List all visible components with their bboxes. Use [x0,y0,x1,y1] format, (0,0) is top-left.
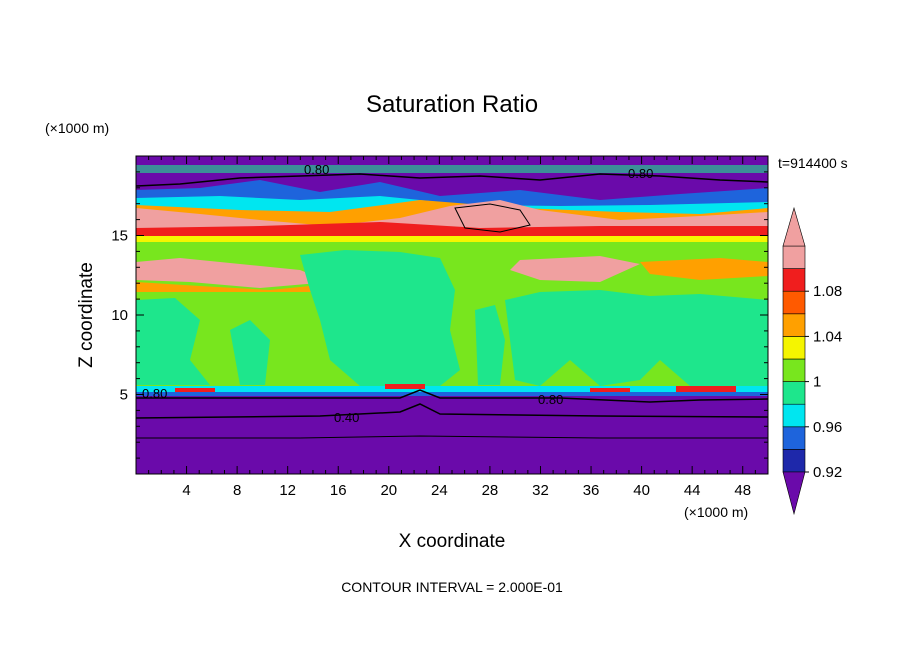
x-tick-label: 44 [684,482,701,499]
green-region-right [505,290,768,386]
y-axis-label: Z coordinate [76,262,97,368]
contour-label: 0.80 [142,386,167,401]
upper-yellow-streak [136,236,768,242]
y-axis-ticks: 5 10 15 [111,171,768,459]
contour-label: 0.40 [334,410,359,425]
upper-cyan-streak [136,165,768,173]
x-tick-label: 16 [330,482,347,499]
x-tick-label: 28 [482,482,499,499]
green-region-left [136,298,210,385]
mid-pink-band [136,258,330,288]
green-finger-1 [230,320,270,385]
y-axis-unit: (×1000 m) [45,120,109,136]
x-tick-label: 36 [583,482,600,499]
upper-red-streaks [136,222,768,236]
right-pink-patch [510,256,640,282]
colorbar-band [782,449,806,473]
y-tick-label: 10 [111,307,128,324]
lower-red-streak-4 [676,386,736,392]
colorbar-tick-label: 1 [813,374,821,391]
contour-interval-footer: CONTOUR INTERVAL = 2.000E-01 [341,579,563,595]
plot-area [136,156,768,474]
x-tick-label: 48 [734,482,751,499]
contour-label: 0.80 [628,166,653,181]
x-tick-label: 12 [279,482,296,499]
x-axis-label: X coordinate [399,531,506,552]
colorbar-band [782,358,806,382]
colorbar-tick-label: 0.96 [813,419,842,436]
colorbar-band [782,426,806,450]
mid-orange-band [136,282,330,292]
lower-red-streak-1 [175,388,215,392]
x-tick-label: 20 [380,482,397,499]
green-finger-2 [475,305,505,385]
contour-label: 0.80 [304,162,329,177]
lower-blue-edge [136,392,768,396]
contour-line-upper [136,173,768,187]
colorbar-band [782,336,806,360]
contour-line-lower-080 [136,389,768,403]
colorbar-tick-label: 0.92 [813,464,842,481]
x-tick-label: 4 [182,482,190,499]
colorbar-band [782,403,806,428]
x-tick-label: 40 [633,482,650,499]
right-orange-patch [640,258,768,280]
contour-label: 0.80 [538,392,563,407]
contour-cell-center [454,203,531,233]
y-tick-label: 5 [120,387,128,404]
colorbar-band [782,268,806,292]
x-tick-label: 24 [431,482,448,499]
colorbar-over-arrow [782,206,806,247]
colorbar-band [782,245,806,269]
colorbar-band [782,381,806,405]
contour-line-bottom [136,435,768,439]
chart-title: Saturation Ratio [366,91,538,118]
y-tick-label: 15 [111,228,128,245]
x-axis-unit: (×1000 m) [684,504,748,520]
green-region-center [300,250,460,386]
contour-line-040 [136,403,768,419]
colorbar-band [782,290,806,315]
lower-red-streak-2 [385,384,425,389]
colorbar-under-arrow [782,471,806,516]
colorbar-tick-label: 1.08 [813,283,842,300]
time-label: t=914400 s [778,155,848,171]
colorbar-tick-label: 1.04 [813,328,842,345]
lower-red-streak-3 [590,388,630,392]
lower-cyan-edge [136,386,768,392]
x-tick-label: 8 [233,482,241,499]
colorbar: 1.08 1.04 1 0.96 0.92 [782,206,842,516]
x-axis-ticks: 4 8 12 16 20 24 28 32 36 40 44 48 [148,156,756,499]
colorbar-band [782,313,806,337]
x-tick-label: 32 [532,482,549,499]
